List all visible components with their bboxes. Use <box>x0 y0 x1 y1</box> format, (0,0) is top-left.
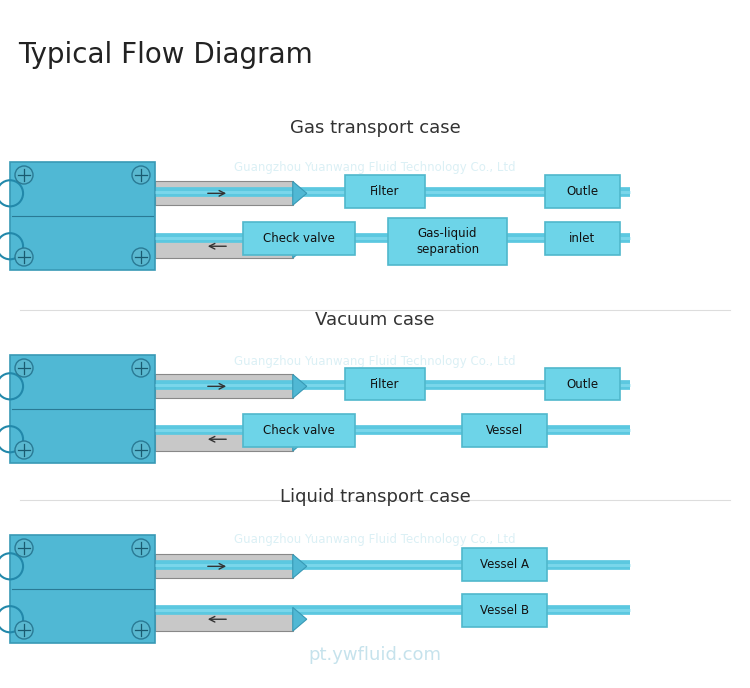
Polygon shape <box>292 182 307 205</box>
Text: Gas transport case: Gas transport case <box>290 119 460 137</box>
FancyBboxPatch shape <box>345 368 425 400</box>
Circle shape <box>15 441 33 459</box>
Text: Vacuum case: Vacuum case <box>315 311 435 329</box>
Text: Filter: Filter <box>370 378 400 391</box>
FancyBboxPatch shape <box>10 535 155 643</box>
Text: Filter: Filter <box>370 185 400 198</box>
FancyBboxPatch shape <box>155 555 292 578</box>
Text: Typical Flow Diagram: Typical Flow Diagram <box>18 41 313 69</box>
Text: Guangzhou Yuanwang Fluid Technology Co., Ltd: Guangzhou Yuanwang Fluid Technology Co.,… <box>234 356 516 369</box>
Text: Guangzhou Yuanwang Fluid Technology Co., Ltd: Guangzhou Yuanwang Fluid Technology Co.,… <box>234 162 516 175</box>
Circle shape <box>15 539 33 557</box>
Circle shape <box>15 359 33 377</box>
Circle shape <box>132 359 150 377</box>
Polygon shape <box>292 374 307 398</box>
Circle shape <box>132 248 150 266</box>
FancyBboxPatch shape <box>545 175 620 208</box>
Circle shape <box>132 441 150 459</box>
FancyBboxPatch shape <box>462 414 547 447</box>
Polygon shape <box>292 608 307 631</box>
Circle shape <box>15 166 33 184</box>
FancyBboxPatch shape <box>155 608 292 631</box>
Text: Gas-liquid
separation: Gas-liquid separation <box>416 228 479 255</box>
FancyBboxPatch shape <box>10 162 155 270</box>
FancyBboxPatch shape <box>155 182 292 205</box>
Polygon shape <box>292 427 307 451</box>
Text: inlet: inlet <box>569 232 596 245</box>
Text: Vessel B: Vessel B <box>480 604 529 617</box>
Text: Vessel A: Vessel A <box>480 558 529 571</box>
FancyBboxPatch shape <box>155 427 292 451</box>
Text: Vessel: Vessel <box>486 424 524 437</box>
Polygon shape <box>292 555 307 578</box>
Text: Check valve: Check valve <box>263 232 335 245</box>
FancyBboxPatch shape <box>388 218 507 265</box>
Text: Outle: Outle <box>566 378 598 391</box>
FancyBboxPatch shape <box>545 368 620 400</box>
FancyBboxPatch shape <box>545 222 620 255</box>
Circle shape <box>15 248 33 266</box>
Text: Guangzhou Yuanwang Fluid Technology Co., Ltd: Guangzhou Yuanwang Fluid Technology Co.,… <box>234 533 516 546</box>
FancyBboxPatch shape <box>155 235 292 258</box>
Circle shape <box>132 166 150 184</box>
Text: Liquid transport case: Liquid transport case <box>280 488 470 506</box>
FancyBboxPatch shape <box>243 414 355 447</box>
FancyBboxPatch shape <box>462 548 547 581</box>
Circle shape <box>15 621 33 639</box>
FancyBboxPatch shape <box>10 355 155 463</box>
Circle shape <box>132 621 150 639</box>
Text: Outle: Outle <box>566 185 598 198</box>
FancyBboxPatch shape <box>345 175 425 208</box>
FancyBboxPatch shape <box>243 222 355 255</box>
Circle shape <box>132 539 150 557</box>
Polygon shape <box>292 235 307 258</box>
Text: Check valve: Check valve <box>263 424 335 437</box>
FancyBboxPatch shape <box>462 594 547 627</box>
Text: pt.ywfluid.com: pt.ywfluid.com <box>308 646 442 664</box>
FancyBboxPatch shape <box>155 374 292 398</box>
